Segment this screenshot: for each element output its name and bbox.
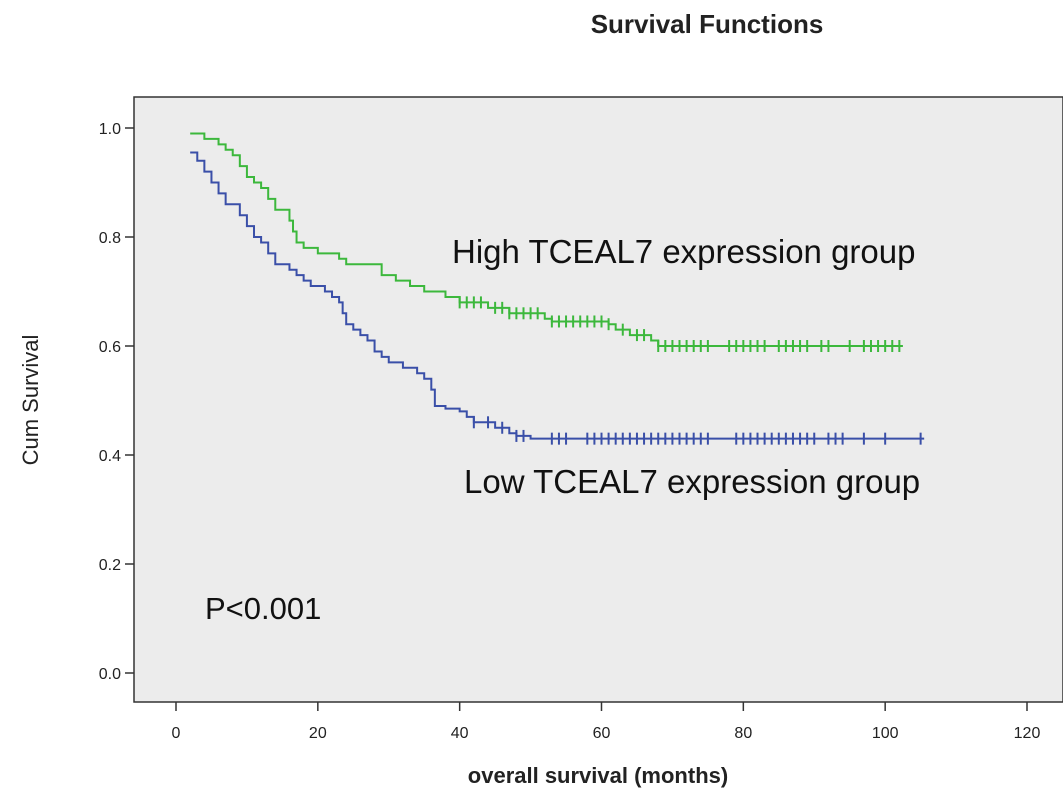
x-tick-label: 20 <box>309 725 327 742</box>
x-tick-label: 60 <box>593 725 611 742</box>
x-tick-label: 120 <box>1014 725 1041 742</box>
y-tick-label: 0.6 <box>99 339 121 356</box>
chart-title: Survival Functions <box>591 9 824 39</box>
plot-area <box>133 96 1063 703</box>
x-tick-label: 80 <box>734 725 752 742</box>
high-expression-series <box>190 132 903 352</box>
y-axis-label: Cum Survival <box>18 335 43 466</box>
series-layer <box>190 132 925 445</box>
survival-curve <box>190 132 903 347</box>
survival-curve <box>190 151 925 440</box>
y-axis: 0.0 0.2 0.4 0.6 0.8 1.0 <box>99 121 134 683</box>
y-tick-label: 0.4 <box>99 448 121 465</box>
y-tick-label: 0.8 <box>99 230 121 247</box>
high-group-label: High TCEAL7 expression group <box>452 233 915 270</box>
x-axis: 0 20 40 60 80 100 120 <box>172 702 1041 742</box>
y-tick-label: 0.0 <box>99 666 121 683</box>
y-tick-label: 0.2 <box>99 557 121 574</box>
x-tick-label: 0 <box>172 725 181 742</box>
p-value-label: P<0.001 <box>205 591 321 626</box>
y-tick-label: 1.0 <box>99 121 121 138</box>
low-group-label: Low TCEAL7 expression group <box>464 463 920 500</box>
x-tick-label: 100 <box>872 725 899 742</box>
x-axis-label: overall survival (months) <box>468 763 728 788</box>
x-tick-label: 40 <box>451 725 469 742</box>
low-expression-series <box>190 151 925 445</box>
